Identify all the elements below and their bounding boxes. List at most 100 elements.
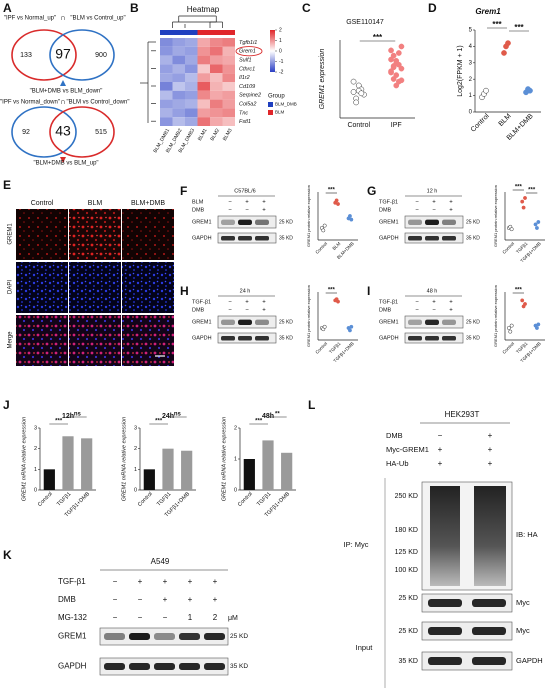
band-label: GAPDH xyxy=(379,335,399,341)
panel-letter: B xyxy=(130,1,139,15)
heat-cell xyxy=(210,38,223,47)
count: 900 xyxy=(95,52,107,59)
data-point xyxy=(396,50,402,56)
row-label: Merge xyxy=(8,331,14,349)
ub-smear xyxy=(430,486,460,586)
condition-sign: + xyxy=(138,577,143,586)
heat-cell xyxy=(210,64,223,74)
blot-band xyxy=(238,319,252,325)
gene-label: Fstl1 xyxy=(239,119,251,125)
legend-swatch xyxy=(268,110,273,115)
condition-sign: − xyxy=(438,431,443,440)
heat-cell xyxy=(172,108,185,118)
blot-frame xyxy=(99,627,229,646)
heat-cell xyxy=(185,99,198,109)
data-point xyxy=(534,226,539,230)
blot-band xyxy=(104,633,125,640)
x-tick-label: Control xyxy=(237,491,254,508)
condition-sign: − xyxy=(138,613,143,622)
micrograph xyxy=(122,315,174,366)
y-tick-label: 0 xyxy=(469,110,473,116)
blot-band xyxy=(154,663,175,670)
blot-band xyxy=(221,319,235,325)
blot-frame xyxy=(421,621,513,641)
heat-cell xyxy=(210,55,223,65)
condition-label: DMB xyxy=(58,595,76,604)
condition-sign: + xyxy=(488,445,493,454)
scale-bar-label: 50 μm xyxy=(153,347,167,353)
y-tick-label: 3 xyxy=(34,425,37,431)
data-point xyxy=(322,324,327,329)
sig-label: *** xyxy=(373,33,383,42)
heat-cell xyxy=(222,99,235,109)
condition-label: DMB xyxy=(192,207,205,213)
heat-cell xyxy=(160,90,173,100)
condition-label: DMB xyxy=(386,431,403,440)
panel-letter: C xyxy=(302,1,311,15)
heat-cell xyxy=(160,46,173,56)
blot-band xyxy=(442,319,456,325)
data-point xyxy=(398,65,405,72)
heat-cell xyxy=(172,82,185,91)
data-point xyxy=(398,43,405,50)
marker-label: 25 KD xyxy=(279,319,293,325)
chart-title: Grem1 xyxy=(475,7,501,16)
blot-band xyxy=(154,633,175,640)
bar xyxy=(243,459,255,490)
bar xyxy=(181,450,193,490)
sample-label: BLM3 xyxy=(222,127,234,142)
micrograph xyxy=(16,262,68,313)
band-label: Myc xyxy=(516,626,530,635)
data-point xyxy=(393,82,400,89)
heat-cell xyxy=(160,82,173,91)
blot-band xyxy=(221,219,235,225)
blot-band xyxy=(179,633,200,640)
heat-cell xyxy=(222,38,235,47)
ub-smear xyxy=(474,486,506,586)
heat-cell xyxy=(222,82,235,91)
x-tick-label: TGFβ1 xyxy=(256,491,272,507)
heat-cell xyxy=(160,99,173,109)
marker-label: 25 KD xyxy=(466,319,480,325)
column-label: BLM+DMB xyxy=(131,200,165,207)
condition-sign: − xyxy=(415,300,419,306)
y-tick-label: 2 xyxy=(134,446,137,452)
marker-label: 25 KD xyxy=(279,219,293,225)
y-tick-label: 0 xyxy=(134,487,137,493)
heat-cell xyxy=(172,38,185,47)
chart-title: 48h xyxy=(262,413,274,420)
condition-sign: + xyxy=(163,595,168,604)
operator: ∩ xyxy=(60,97,66,106)
blot-band xyxy=(425,219,439,225)
condition-label: BLM xyxy=(192,199,204,205)
group-bar xyxy=(197,30,210,35)
data-point xyxy=(350,89,357,95)
blot-band xyxy=(472,599,506,607)
sig-label: *** xyxy=(328,188,336,194)
panel-letter: G xyxy=(367,184,376,198)
blot-band xyxy=(179,663,200,670)
condition-sign: 2 xyxy=(213,613,218,622)
condition-sign: + xyxy=(432,300,436,306)
condition-sign: − xyxy=(228,208,232,214)
condition-label: MG-132 xyxy=(58,613,87,622)
blot-header: A549 xyxy=(151,557,170,566)
condition-sign: 1 xyxy=(188,613,193,622)
condition-sign: − xyxy=(415,208,419,214)
condition-sign: + xyxy=(262,300,266,306)
blot-band xyxy=(472,657,506,665)
band-label: GREM1 xyxy=(192,319,212,325)
blot-band xyxy=(104,663,125,670)
heat-cell xyxy=(210,90,223,100)
blot-band xyxy=(204,633,225,640)
unit-label: μM xyxy=(228,615,238,622)
legend-label: BLM_DMB xyxy=(275,102,297,107)
data-point xyxy=(358,90,365,97)
data-point xyxy=(520,199,525,204)
x-tick-label: BLM xyxy=(498,113,513,128)
sig-label: *** xyxy=(255,419,263,425)
data-point xyxy=(393,72,400,78)
y-tick-label: 2 xyxy=(469,77,473,83)
x-tick-label: Control xyxy=(314,341,328,355)
data-point xyxy=(483,87,489,94)
